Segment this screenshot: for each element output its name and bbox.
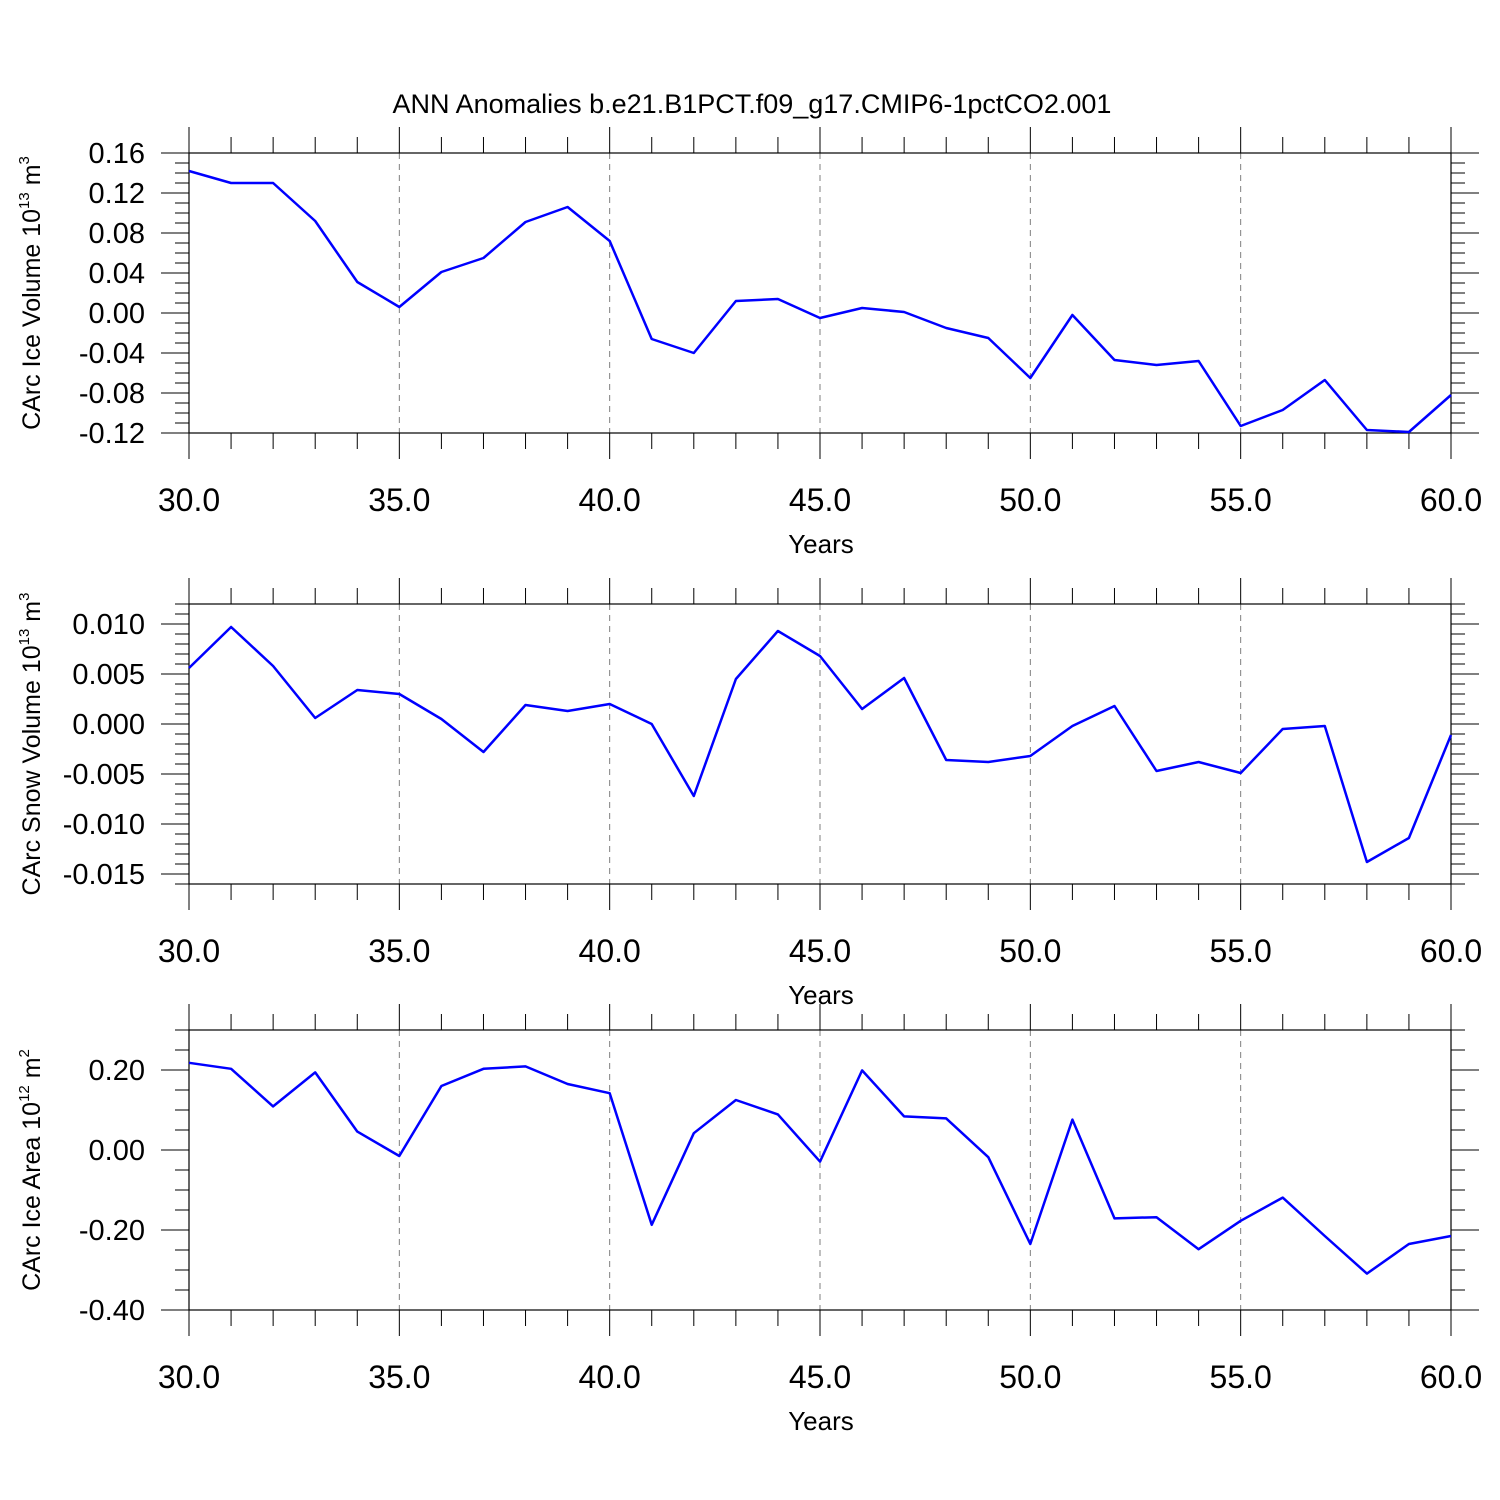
y-tick-label: 0.20 (89, 1055, 145, 1087)
y-tick-label: 0.12 (89, 178, 145, 210)
series-line (188, 169, 1452, 434)
y-tick-label: -0.12 (79, 418, 145, 450)
y-tick-label: 0.00 (89, 1135, 145, 1167)
y-tick-label: -0.04 (79, 338, 145, 370)
plot-frame (188, 1029, 1452, 1311)
chart-title: ANN Anomalies b.e21.B1PCT.f09_g17.CMIP6-… (393, 89, 1112, 119)
x-tick-label: 50.0 (999, 1359, 1061, 1395)
x-tick-label: 40.0 (579, 933, 641, 969)
y-axis-label: CArc Snow Volume 1013 m3 (16, 593, 46, 896)
x-tick-label: 45.0 (789, 1359, 851, 1395)
y-tick-label: 0.04 (89, 258, 145, 290)
x-axis-label: Years (788, 1406, 854, 1436)
panel-3: -0.40 -0.20 0.00 0.20 30.0 35.0 40.0 45.0 50.0 55… (16, 1004, 1482, 1436)
y-tick-label: 0.005 (72, 659, 145, 691)
x-tick-label: 45.0 (789, 933, 851, 969)
x-axis-label: Years (788, 529, 854, 559)
y-tick-label: 0.000 (72, 709, 145, 741)
y-tick-label: -0.005 (63, 759, 145, 791)
y-tick-label: -0.40 (79, 1295, 145, 1327)
x-tick-label: 60.0 (1420, 482, 1482, 518)
x-tick-label: 30.0 (158, 482, 220, 518)
y-tick-label: -0.20 (79, 1215, 145, 1247)
x-tick-label: 45.0 (789, 482, 851, 518)
plot-frame (188, 603, 1452, 885)
y-tick-label: 0.08 (89, 218, 145, 250)
x-tick-label: 30.0 (158, 933, 220, 969)
x-tick-label: 40.0 (579, 482, 641, 518)
x-tick-label: 35.0 (368, 482, 430, 518)
x-tick-label: 60.0 (1420, 1359, 1482, 1395)
panel-1: -0.12 -0.08 -0.04 0.00 0.04 0.08 0.12 0.16 30.0 3… (16, 127, 1482, 559)
x-tick-label: 30.0 (158, 1359, 220, 1395)
x-tick-label: 50.0 (999, 933, 1061, 969)
y-axis-label: CArc Ice Volume 1013 m3 (16, 156, 46, 430)
y-axis-label: CArc Ice Area 1012 m2 (16, 1049, 46, 1291)
x-tick-label: 60.0 (1420, 933, 1482, 969)
y-tick-label: 0.010 (72, 609, 145, 641)
series-line (188, 1061, 1452, 1275)
x-tick-label: 55.0 (1210, 1359, 1272, 1395)
x-axis-label: Years (788, 980, 854, 1010)
y-tick-label: -0.010 (63, 809, 145, 841)
y-tick-label: 0.00 (89, 298, 145, 330)
x-tick-label: 40.0 (579, 1359, 641, 1395)
y-tick-label: 0.16 (89, 138, 145, 170)
panel-2: -0.015 -0.010 -0.005 0.000 0.005 0.010 30.0 35.… (16, 578, 1482, 1010)
x-tick-label: 35.0 (368, 933, 430, 969)
y-tick-label: -0.08 (79, 378, 145, 410)
x-tick-label: 55.0 (1210, 482, 1272, 518)
series-line (188, 625, 1453, 864)
x-tick-label: 35.0 (368, 1359, 430, 1395)
x-tick-label: 55.0 (1210, 933, 1272, 969)
x-tick-label: 50.0 (999, 482, 1061, 518)
y-tick-label: -0.015 (63, 859, 145, 891)
plot-frame (188, 152, 1452, 434)
